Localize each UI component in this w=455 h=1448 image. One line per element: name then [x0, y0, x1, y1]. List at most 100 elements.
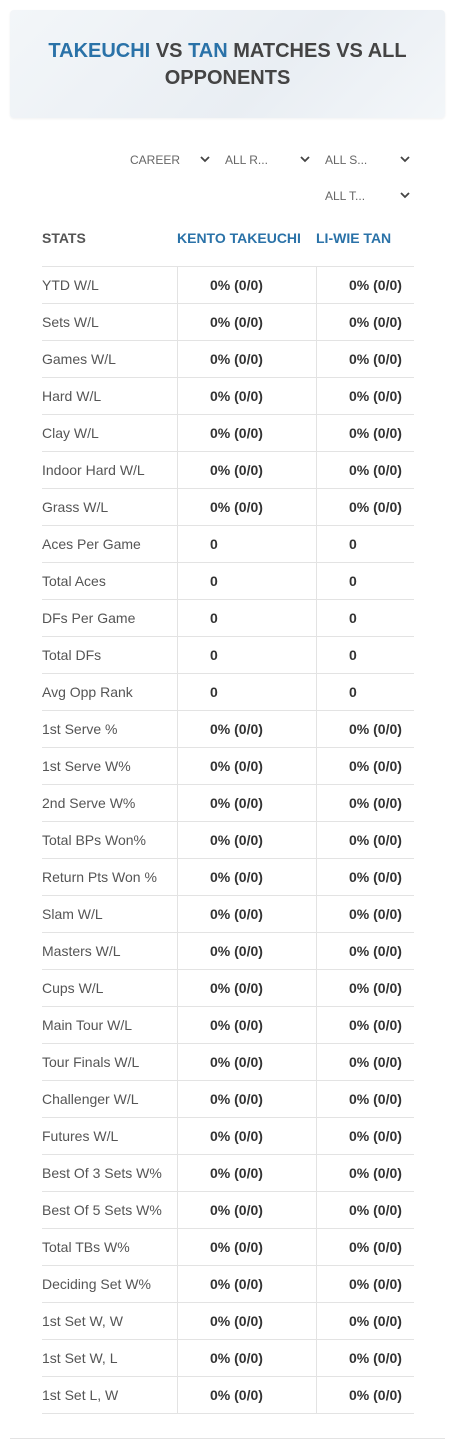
player2-value: 0% (0/0) — [349, 906, 402, 922]
stat-label: Best Of 3 Sets W% — [42, 1165, 162, 1181]
filter-label: ALL S... — [325, 153, 368, 167]
row-divider — [42, 858, 414, 859]
player1-value: 0% (0/0) — [210, 869, 263, 885]
row-divider — [42, 303, 414, 304]
player1-value: 0% (0/0) — [210, 388, 263, 404]
player2-value: 0% (0/0) — [349, 314, 402, 330]
row-divider — [42, 266, 414, 267]
player2-value: 0 — [349, 684, 357, 700]
player1-value: 0% (0/0) — [210, 832, 263, 848]
player1-value: 0% (0/0) — [210, 906, 263, 922]
stat-label: Tour Finals W/L — [42, 1054, 140, 1070]
stat-label: Futures W/L — [42, 1128, 119, 1144]
page-title: TAKEUCHI VS TAN MATCHES VS ALL OPPONENTS — [20, 38, 435, 92]
player1-value: 0% (0/0) — [210, 1128, 263, 1144]
stat-label: Sets W/L — [42, 314, 99, 330]
player2-value: 0% (0/0) — [349, 1313, 402, 1329]
filter-select[interactable]: ALL R... — [225, 150, 315, 170]
row-divider — [42, 747, 414, 748]
player1-value: 0 — [210, 610, 218, 626]
row-divider — [42, 1413, 414, 1414]
player1-value: 0% (0/0) — [210, 1054, 263, 1070]
title-rest: MATCHES VS ALL OPPONENTS — [164, 40, 407, 89]
player2-value: 0% (0/0) — [349, 1350, 402, 1366]
player2-value: 0% (0/0) — [349, 462, 402, 478]
stat-label: Total TBs W% — [42, 1239, 130, 1255]
row-divider — [42, 932, 414, 933]
chevron-icon — [400, 156, 410, 163]
player1-value: 0% (0/0) — [210, 1387, 263, 1403]
player2-value: 0% (0/0) — [349, 1054, 402, 1070]
row-divider — [42, 599, 414, 600]
stat-label: Challenger W/L — [42, 1091, 139, 1107]
stat-label: Games W/L — [42, 351, 116, 367]
player1-value: 0% (0/0) — [210, 795, 263, 811]
stat-label: Indoor Hard W/L — [42, 462, 145, 478]
chevron-icon — [400, 192, 410, 199]
footer-divider — [10, 1438, 445, 1439]
row-divider — [42, 1080, 414, 1081]
player1-value: 0 — [210, 684, 218, 700]
row-divider — [42, 1043, 414, 1044]
stat-label: Avg Opp Rank — [42, 684, 133, 700]
player2-value: 0% (0/0) — [349, 721, 402, 737]
player1-value: 0% (0/0) — [210, 499, 263, 515]
player1-value: 0% (0/0) — [210, 721, 263, 737]
stat-label: 1st Set W, L — [42, 1350, 118, 1366]
row-divider — [42, 1339, 414, 1340]
stat-label: Grass W/L — [42, 499, 109, 515]
stat-label: Total Aces — [42, 573, 106, 589]
filter-label: CAREER — [130, 153, 181, 167]
player1-value: 0% (0/0) — [210, 277, 263, 293]
player1-value: 0% (0/0) — [210, 425, 263, 441]
stat-label: Aces Per Game — [42, 536, 141, 552]
header-panel — [10, 10, 445, 118]
row-divider — [42, 673, 414, 674]
row-divider — [42, 636, 414, 637]
stat-label: Hard W/L — [42, 388, 102, 404]
column-divider — [177, 266, 178, 1413]
stat-label: 1st Set L, W — [42, 1387, 119, 1403]
player1-value: 0% (0/0) — [210, 1202, 263, 1218]
row-divider — [42, 340, 414, 341]
row-divider — [42, 377, 414, 378]
filter-label: ALL T... — [325, 189, 366, 203]
player1-value: 0% (0/0) — [210, 1239, 263, 1255]
row-divider — [42, 1302, 414, 1303]
player2-value: 0% (0/0) — [349, 832, 402, 848]
stat-label: Cups W/L — [42, 980, 104, 996]
player1-value: 0% (0/0) — [210, 980, 263, 996]
filter-select[interactable]: CAREER — [130, 150, 215, 170]
row-divider — [42, 969, 414, 970]
player2-value: 0% (0/0) — [349, 758, 402, 774]
stat-label: Deciding Set W% — [42, 1276, 151, 1292]
stat-label: Best Of 5 Sets W% — [42, 1202, 162, 1218]
stat-label: 1st Serve W% — [42, 758, 131, 774]
row-divider — [42, 821, 414, 822]
column-header: KENTO TAKEUCHI — [177, 230, 301, 246]
player2-value: 0% (0/0) — [349, 943, 402, 959]
column-divider — [316, 266, 317, 1413]
stat-label: DFs Per Game — [42, 610, 136, 626]
player2-value: 0% (0/0) — [349, 1128, 402, 1144]
player1-value: 0 — [210, 647, 218, 663]
row-divider — [42, 1006, 414, 1007]
player2-value: 0% (0/0) — [349, 1387, 402, 1403]
player1-value: 0% (0/0) — [210, 758, 263, 774]
player1-value: 0% (0/0) — [210, 1276, 263, 1292]
row-divider — [42, 784, 414, 785]
chevron-icon — [200, 156, 210, 163]
filter-select[interactable]: ALL T... — [325, 186, 415, 206]
row-divider — [42, 1191, 414, 1192]
stat-label: Total BPs Won% — [42, 832, 147, 848]
row-divider — [42, 562, 414, 563]
row-divider — [42, 710, 414, 711]
player2-value: 0% (0/0) — [349, 980, 402, 996]
player2-value: 0% (0/0) — [349, 1202, 402, 1218]
stat-label: Clay W/L — [42, 425, 99, 441]
stat-label: Slam W/L — [42, 906, 103, 922]
player1-value: 0 — [210, 573, 218, 589]
filter-select[interactable]: ALL S... — [325, 150, 415, 170]
column-header: STATS — [42, 230, 86, 246]
player2-value: 0% (0/0) — [349, 869, 402, 885]
